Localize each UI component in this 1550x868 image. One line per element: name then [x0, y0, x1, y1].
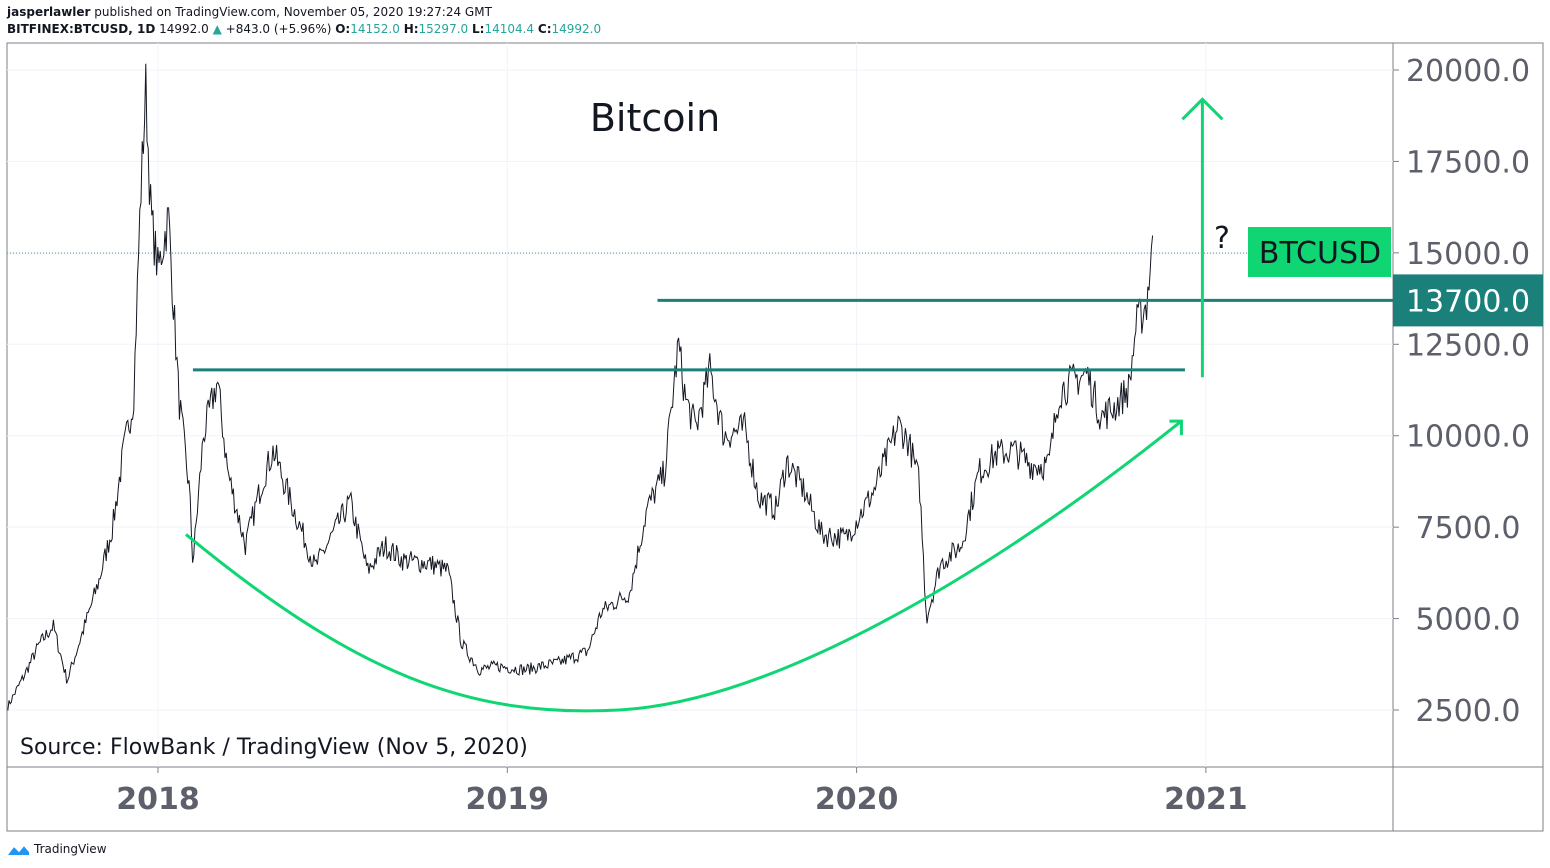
question-mark: ?	[1214, 221, 1230, 256]
open-value: 14152.0	[350, 22, 400, 36]
author-name[interactable]: jasperlawler	[7, 5, 91, 19]
y-tick-label: 2500.0	[1416, 694, 1521, 729]
up-triangle-icon: ▲	[212, 22, 222, 36]
close-label: C:	[537, 22, 552, 36]
symbol-tag-label: BTCUSD	[1259, 236, 1381, 271]
low-label: L:	[471, 22, 485, 36]
high-label: H:	[403, 22, 419, 36]
published-text: published on TradingView.com, November 0…	[94, 5, 492, 19]
tradingview-logo[interactable]: TradingView	[6, 842, 107, 856]
chart-frame	[6, 42, 1544, 832]
y-tick-label: 12500.0	[1406, 328, 1530, 363]
symbol-label: BITFINEX:BTCUSD, 1D	[7, 22, 156, 36]
close-value: 14992.0	[551, 22, 602, 36]
x-tick-label: 2021	[1164, 782, 1248, 817]
open-label: O:	[335, 22, 351, 36]
symbol-tag-box	[1248, 227, 1391, 277]
level-price-label: 13700.0	[1406, 284, 1530, 319]
source-note: Source: FlowBank / TradingView (Nov 5, 2…	[20, 735, 528, 760]
level-price-badge	[1393, 274, 1543, 327]
tradingview-brand: TradingView	[34, 842, 107, 856]
bottom-curve-arrow[interactable]	[184, 419, 1183, 713]
price-change: +843.0 (+5.96%)	[225, 22, 332, 36]
y-tick-label: 10000.0	[1406, 420, 1530, 455]
x-tick-label: 2020	[815, 782, 899, 817]
y-tick-label: 20000.0	[1406, 54, 1530, 89]
up-arrowhead-icon	[1181, 97, 1224, 121]
high-value: 15297.0	[418, 22, 469, 36]
btcusd-price-line	[7, 63, 1154, 711]
publish-info: jasperlawler published on TradingView.co…	[7, 5, 492, 19]
curve-arrowhead-icon	[1169, 419, 1183, 436]
y-tick-label: 5000.0	[1416, 603, 1521, 638]
last-price: 14992.0	[159, 22, 209, 36]
symbol-legend: BITFINEX:BTCUSD, 1D 14992.0 ▲ +843.0 (+5…	[7, 22, 601, 36]
low-value: 14104.4	[484, 22, 535, 36]
y-tick-label: 15000.0	[1406, 237, 1530, 272]
x-tick-label: 2018	[116, 782, 200, 817]
y-tick-label: 7500.0	[1416, 511, 1521, 546]
x-tick-label: 2019	[466, 782, 550, 817]
chart-title: Bitcoin	[590, 96, 720, 140]
y-tick-label: 17500.0	[1406, 145, 1530, 180]
tradingview-cloud-icon	[6, 843, 30, 855]
